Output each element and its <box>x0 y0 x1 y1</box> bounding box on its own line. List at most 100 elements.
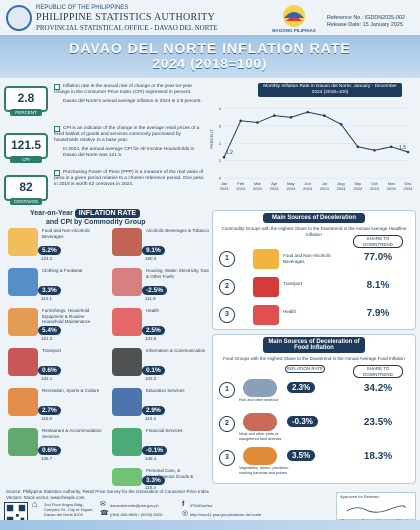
food-share: 18.3% <box>363 451 393 462</box>
commodity-icon <box>8 228 38 256</box>
deceleration-panel: Main Sources of Deceleration Commodity G… <box>212 210 416 330</box>
commodity-card: Information & Communication 0.1% 102.2 <box>112 348 212 386</box>
commodity-card: Alcoholic Beverages & Tobacco 9.1% 180.3 <box>112 228 212 266</box>
commodity-card: Health 2.5% 133.6 <box>112 308 212 346</box>
commodity-cpi: 118.4 <box>145 485 156 490</box>
commodity-name: Financial Services <box>146 428 183 433</box>
x-tick-label: Jul <box>322 181 327 186</box>
psa-logo <box>6 5 32 31</box>
food-deceleration-panel: Main Sources of Deceleration of Food Inf… <box>212 334 416 484</box>
title-banner <box>0 35 420 78</box>
commodity-cpi: 102.2 <box>145 376 157 381</box>
x-tick-label: May <box>287 181 295 186</box>
data-point <box>389 145 393 149</box>
commodity-icon <box>112 388 142 416</box>
group-name: Transport <box>283 281 303 286</box>
approval-box: Approved for Release: (Supervising Stati… <box>336 492 416 527</box>
ppp-stat: 82 CENTAVOS <box>4 175 48 205</box>
commodity-name: Food and Non-Alcoholic Beverages <box>42 228 91 239</box>
food-icon <box>243 379 277 397</box>
x-tick-year: 2024 <box>370 186 380 191</box>
x-tick-year: 2024 <box>236 186 246 191</box>
commodity-cpi: 132.1 <box>41 376 53 381</box>
commodity-rate: 2.5% <box>142 326 165 335</box>
ppp-definition: Purchasing Power of Peso (PPP) is a meas… <box>54 170 204 187</box>
x-tick-year: 2024 <box>270 186 280 191</box>
signature <box>346 504 406 513</box>
food-rate: -0.3% <box>287 416 318 427</box>
data-point <box>272 114 276 117</box>
commodity-name: Information & Communication <box>146 348 206 353</box>
commodity-icon <box>112 308 142 336</box>
commodity-name: Alcoholic Beverages & Tobacco <box>146 228 209 233</box>
email-icon: ✉ <box>100 501 106 508</box>
group-share: 8.1% <box>366 280 390 291</box>
commodity-cpi: 114.1 <box>41 296 52 301</box>
commodity-rate: -2.5% <box>142 286 167 295</box>
y-tick-label: 4 <box>219 106 222 111</box>
commodity-icon <box>112 428 142 456</box>
inflation-rate-label: INFLATION RATE <box>285 365 325 373</box>
footer-website[interactable]: http://rsso11.psa.gov.ph/davao-del-norte <box>190 512 262 517</box>
header-office: PROVINCIAL STATISTICAL OFFICE - DAVAO DE… <box>36 24 218 32</box>
commodity-name: Education Services <box>146 388 185 393</box>
food-deceleration-title: Main Sources of Deceleration of Food Inf… <box>263 337 365 353</box>
food-name: Meat and other parts of slaughtered land… <box>239 432 282 441</box>
header-agency: PHILIPPINE STATISTICS AUTHORITY <box>36 12 216 23</box>
group-icon <box>253 305 279 325</box>
data-label-last: 1.5 <box>399 145 406 151</box>
group-name: Health <box>283 309 297 314</box>
commodity-icon <box>112 348 142 376</box>
commodity-icon <box>8 428 38 456</box>
x-tick-year: 2024 <box>337 186 347 191</box>
commodity-name: Furnishings, Household Equipment & Routi… <box>42 308 91 324</box>
commodity-cpi: 145.4 <box>145 456 157 461</box>
rank-badge: 1 <box>219 382 235 398</box>
commodity-icon <box>8 268 38 296</box>
data-point <box>256 121 259 124</box>
x-tick-label: Oct <box>371 181 378 186</box>
data-point <box>356 145 360 149</box>
rank-badge: 2 <box>219 279 235 295</box>
commodity-name: Housing, Water, Electricity, Gas & Other… <box>146 268 209 279</box>
data-point <box>239 119 243 123</box>
commodity-card: Personal Care, & Miscellaneous Goods & S… <box>112 468 212 490</box>
data-point <box>406 150 410 154</box>
data-point <box>222 155 226 159</box>
x-tick-label: Apr <box>271 181 278 186</box>
footer-bar <box>0 520 420 530</box>
footer-sources: Source: Philippine Statistics Authority,… <box>6 489 210 500</box>
x-tick-year: 2024 <box>387 186 397 191</box>
commodity-rate: 0.6% <box>38 446 61 455</box>
x-tick-label: Feb <box>237 181 245 186</box>
commodity-icon <box>112 228 142 256</box>
x-tick-label: Sep <box>354 181 362 186</box>
food-share: 34.2% <box>363 383 393 394</box>
footer-email[interactable]: davaodelnorte@psa.gov.ph <box>110 503 159 508</box>
approved-label: Approved for Release: <box>340 494 380 499</box>
deceleration-title: Main Sources of Deceleration <box>263 213 365 223</box>
bagong-label: BAGONG PILIPINAS <box>272 28 316 33</box>
commodity-card: Education Services 2.9% 113.4 <box>112 388 212 426</box>
commodity-card: Restaurant & Accommodation Services 0.6% 1… <box>8 428 108 466</box>
commodity-icon <box>8 348 38 376</box>
commodity-rate: 3.3% <box>38 286 61 295</box>
x-tick-label: Jan <box>221 181 227 186</box>
cpi-definition: CPI is an indicator of the change in the… <box>54 126 200 158</box>
commodity-card: Clothing & Footwear 3.3% 114.1 <box>8 268 108 306</box>
data-point <box>339 122 343 126</box>
commodity-card: Food and Non-Alcoholic Beverages 5.2% 124.… <box>8 228 108 266</box>
commodity-icon <box>112 468 142 486</box>
inflation-value: 2.8 <box>17 91 35 105</box>
phone-icon: ☎ <box>100 510 109 517</box>
footer-facebook[interactable]: /PSADavNor <box>190 503 213 508</box>
commodity-icon <box>112 268 142 296</box>
rank-badge: 1 <box>219 251 235 267</box>
commodity-card: Financial Services -0.1% 145.4 <box>112 428 212 466</box>
location-icon: ⌂ <box>32 499 38 509</box>
commodity-cpi: 124.2 <box>41 256 53 261</box>
rank-badge: 3 <box>219 307 235 323</box>
y-tick-label: 1 <box>219 158 222 163</box>
x-tick-year: 2024 <box>286 186 296 191</box>
food-name: Vegetables, tubers, plantains, cooking b… <box>239 466 289 475</box>
